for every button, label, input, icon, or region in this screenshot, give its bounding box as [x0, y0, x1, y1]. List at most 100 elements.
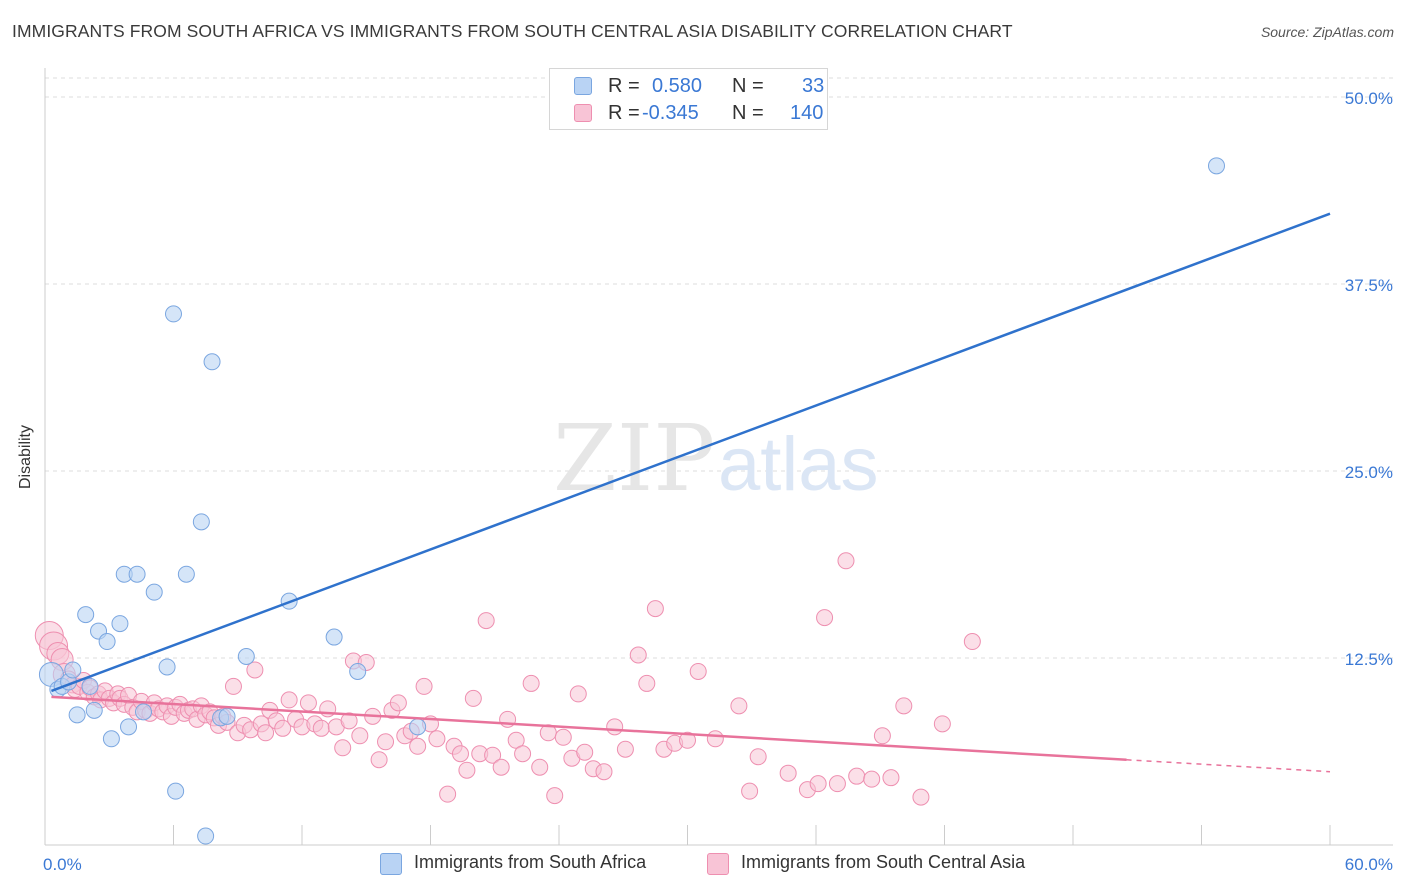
point-south-central-asia [606, 718, 624, 736]
point-south-africa [68, 706, 86, 724]
bottom-legend-label: Immigrants from South Africa [414, 852, 647, 872]
point-south-central-asia [377, 733, 395, 751]
point-south-africa [165, 305, 182, 323]
point-south-central-asia [873, 727, 891, 745]
point-south-central-asia [629, 646, 647, 664]
point-south-central-asia [484, 746, 502, 764]
point-south-central-asia [351, 727, 369, 745]
correlation-legend: R = 0.580 N = 33 R = -0.345 N = 140 [549, 68, 828, 130]
source-credit: Source: ZipAtlas.com [1260, 24, 1394, 40]
point-south-central-asia [546, 787, 564, 805]
point-south-central-asia [882, 769, 900, 787]
trend-lines [50, 212, 1331, 773]
point-south-central-asia [274, 719, 292, 737]
point-south-central-asia [280, 691, 298, 709]
point-south-africa [158, 658, 176, 676]
point-south-central-asia [595, 763, 613, 781]
point-south-central-asia [912, 788, 930, 806]
point-south-africa [98, 633, 116, 651]
legend-n-label: N = [732, 75, 764, 97]
point-south-africa [102, 730, 120, 748]
point-south-central-asia [837, 552, 855, 570]
point-south-africa [1207, 157, 1225, 175]
bottom-legend-swatch-blue [380, 853, 402, 875]
point-south-central-asia [458, 761, 476, 779]
legend-r-label: R = [608, 75, 640, 97]
point-south-central-asia [334, 739, 352, 757]
point-south-central-asia [933, 715, 951, 733]
point-south-central-asia [312, 719, 330, 737]
legend-n-value: 33 [802, 75, 825, 97]
tick-labels: 12.5% 25.0% 37.5% 50.0% 0.0% 60.0% [43, 89, 1393, 874]
gridlines [45, 77, 1393, 659]
point-south-central-asia [554, 728, 572, 746]
point-south-africa [409, 718, 427, 736]
legend-swatch-blue [574, 77, 592, 95]
point-south-central-asia [616, 740, 634, 758]
point-south-africa [81, 677, 99, 695]
trend-line-south-central-asia-extension [1126, 759, 1331, 773]
point-south-central-asia [439, 785, 457, 803]
south-africa-points [38, 157, 1225, 845]
legend-r-value: -0.345 [642, 102, 699, 124]
point-south-central-asia [464, 689, 482, 707]
point-south-central-asia [706, 730, 724, 748]
y-tick-label: 25.0% [1345, 463, 1393, 482]
point-south-central-asia [576, 743, 594, 761]
point-south-central-asia [828, 775, 846, 793]
point-south-central-asia [246, 661, 264, 679]
point-south-africa [192, 513, 210, 531]
point-south-africa [120, 718, 138, 736]
point-south-central-asia [257, 724, 275, 742]
point-south-central-asia [428, 730, 446, 748]
y-axis-label: Disability [17, 424, 34, 490]
point-south-central-asia [749, 748, 767, 766]
point-south-central-asia [514, 745, 532, 763]
watermark: ZIP atlas [553, 405, 879, 512]
y-tick-label: 50.0% [1345, 89, 1393, 108]
point-south-africa [349, 662, 367, 680]
point-south-africa [167, 782, 185, 800]
trend-line-south-africa [50, 212, 1331, 693]
point-south-africa [197, 827, 215, 845]
point-south-central-asia [477, 612, 495, 630]
point-south-africa [237, 648, 255, 666]
legend-r-label: R = [608, 102, 640, 124]
watermark-atlas: atlas [718, 422, 879, 507]
point-south-central-asia [730, 697, 748, 715]
point-south-central-asia [646, 600, 664, 618]
point-south-central-asia [299, 694, 317, 712]
legend-swatch-pink [574, 104, 592, 122]
point-south-central-asia [689, 662, 707, 680]
bottom-legend-label: Immigrants from South Central Asia [741, 852, 1026, 872]
point-south-central-asia [638, 674, 656, 692]
point-south-central-asia [370, 751, 388, 769]
point-south-central-asia [522, 674, 540, 692]
legend-n-value: 140 [790, 102, 824, 124]
point-south-africa [203, 353, 221, 371]
point-south-central-asia [389, 694, 407, 712]
point-south-central-asia [863, 770, 881, 788]
point-south-central-asia [415, 677, 433, 695]
point-south-central-asia [569, 685, 587, 703]
point-south-central-asia [895, 697, 913, 715]
point-south-central-asia [224, 677, 242, 695]
x-tick-label: 60.0% [1345, 855, 1393, 874]
point-south-central-asia [340, 712, 358, 730]
point-south-central-asia [848, 767, 866, 785]
point-south-africa [218, 707, 236, 725]
point-south-central-asia [741, 782, 759, 800]
point-south-africa [325, 628, 343, 646]
point-south-central-asia [779, 764, 797, 782]
point-south-central-asia [816, 609, 834, 627]
chart-title: IMMIGRANTS FROM SOUTH AFRICA VS IMMIGRAN… [12, 21, 1013, 41]
point-south-africa [85, 701, 103, 719]
x-tick-label: 0.0% [43, 855, 82, 874]
axes [44, 68, 1393, 846]
point-south-africa [128, 565, 146, 583]
point-south-central-asia [492, 758, 510, 776]
point-south-central-asia [963, 633, 981, 651]
point-south-central-asia [809, 775, 827, 793]
trend-line-south-central-asia [51, 695, 1127, 762]
